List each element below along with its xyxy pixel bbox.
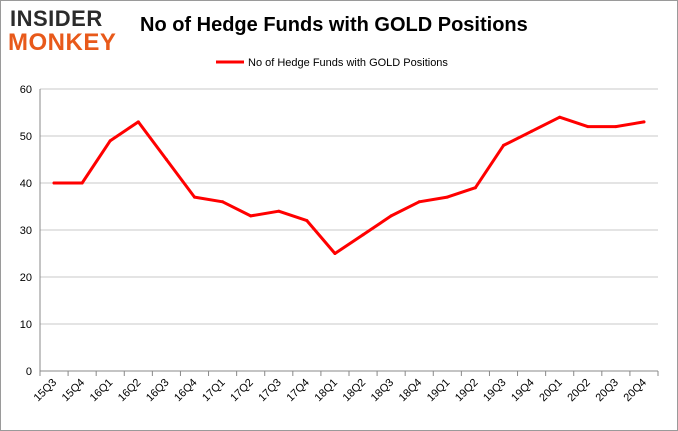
insider-monkey-logo: INSIDER MONKEY: [8, 4, 128, 56]
data-point: [333, 252, 337, 255]
data-point: [642, 120, 646, 124]
x-tick-label: 16Q2: [116, 377, 144, 405]
data-point: [389, 214, 393, 218]
data-point: [473, 186, 477, 190]
y-tick-label: 60: [20, 84, 32, 96]
x-tick-label: 18Q4: [397, 377, 425, 405]
x-tick-label: 20Q1: [537, 377, 565, 405]
y-tick-label: 30: [20, 225, 32, 237]
data-point: [361, 233, 365, 237]
logo-line-1: INSIDER: [10, 6, 103, 31]
x-tick-label: 16Q4: [172, 377, 200, 405]
x-tick-label: 19Q4: [509, 377, 537, 405]
x-tick-label: 16Q3: [144, 377, 172, 405]
x-tick-label: 15Q3: [32, 377, 60, 405]
data-point: [164, 158, 168, 161]
x-tick-label: 18Q3: [369, 377, 397, 405]
x-tick-label: 18Q1: [313, 377, 341, 405]
x-tick-label: 20Q2: [565, 377, 593, 405]
y-tick-label: 40: [20, 178, 32, 190]
series-line-0: [52, 115, 646, 255]
data-point: [221, 200, 225, 204]
y-tick-label: 20: [20, 272, 32, 284]
x-tick-label: 17Q4: [284, 377, 312, 405]
x-tick-label: 19Q1: [425, 377, 453, 405]
x-tick-label: 19Q2: [453, 377, 481, 405]
data-point: [445, 195, 449, 199]
x-tick-label: 20Q3: [593, 377, 621, 405]
y-tick-label: 10: [20, 319, 32, 331]
data-point: [614, 125, 618, 129]
data-point: [417, 200, 421, 204]
data-point: [249, 214, 253, 218]
data-point: [502, 143, 505, 147]
legend: No of Hedge Funds with GOLD Positions: [216, 57, 448, 69]
x-tick-label: 16Q1: [88, 377, 116, 405]
y-tick-label: 50: [20, 131, 32, 143]
series-layer: [52, 115, 646, 255]
x-tick-label: 17Q2: [228, 377, 256, 405]
x-tick-label: 17Q1: [200, 377, 228, 405]
chart-title: No of Hedge Funds with GOLD Positions: [140, 14, 528, 36]
x-tick-label: 15Q4: [60, 377, 88, 405]
data-point: [586, 125, 590, 129]
data-point: [80, 181, 84, 185]
x-tick-label: 18Q2: [341, 377, 369, 405]
logo-line-2: MONKEY: [8, 29, 117, 56]
data-point: [277, 209, 281, 213]
y-tick-label: 0: [26, 366, 32, 378]
data-point: [530, 129, 534, 133]
data-point: [193, 195, 196, 199]
data-point: [305, 219, 309, 223]
data-point: [558, 115, 562, 119]
data-point: [136, 120, 140, 124]
legend-label: No of Hedge Funds with GOLD Positions: [248, 57, 448, 69]
x-tick-label: 20Q4: [622, 377, 650, 405]
data-point: [52, 181, 56, 185]
x-tick-label: 17Q3: [256, 377, 284, 405]
x-tick-label: 19Q3: [481, 377, 509, 405]
data-point: [108, 139, 112, 143]
grid-lines: [40, 88, 658, 325]
